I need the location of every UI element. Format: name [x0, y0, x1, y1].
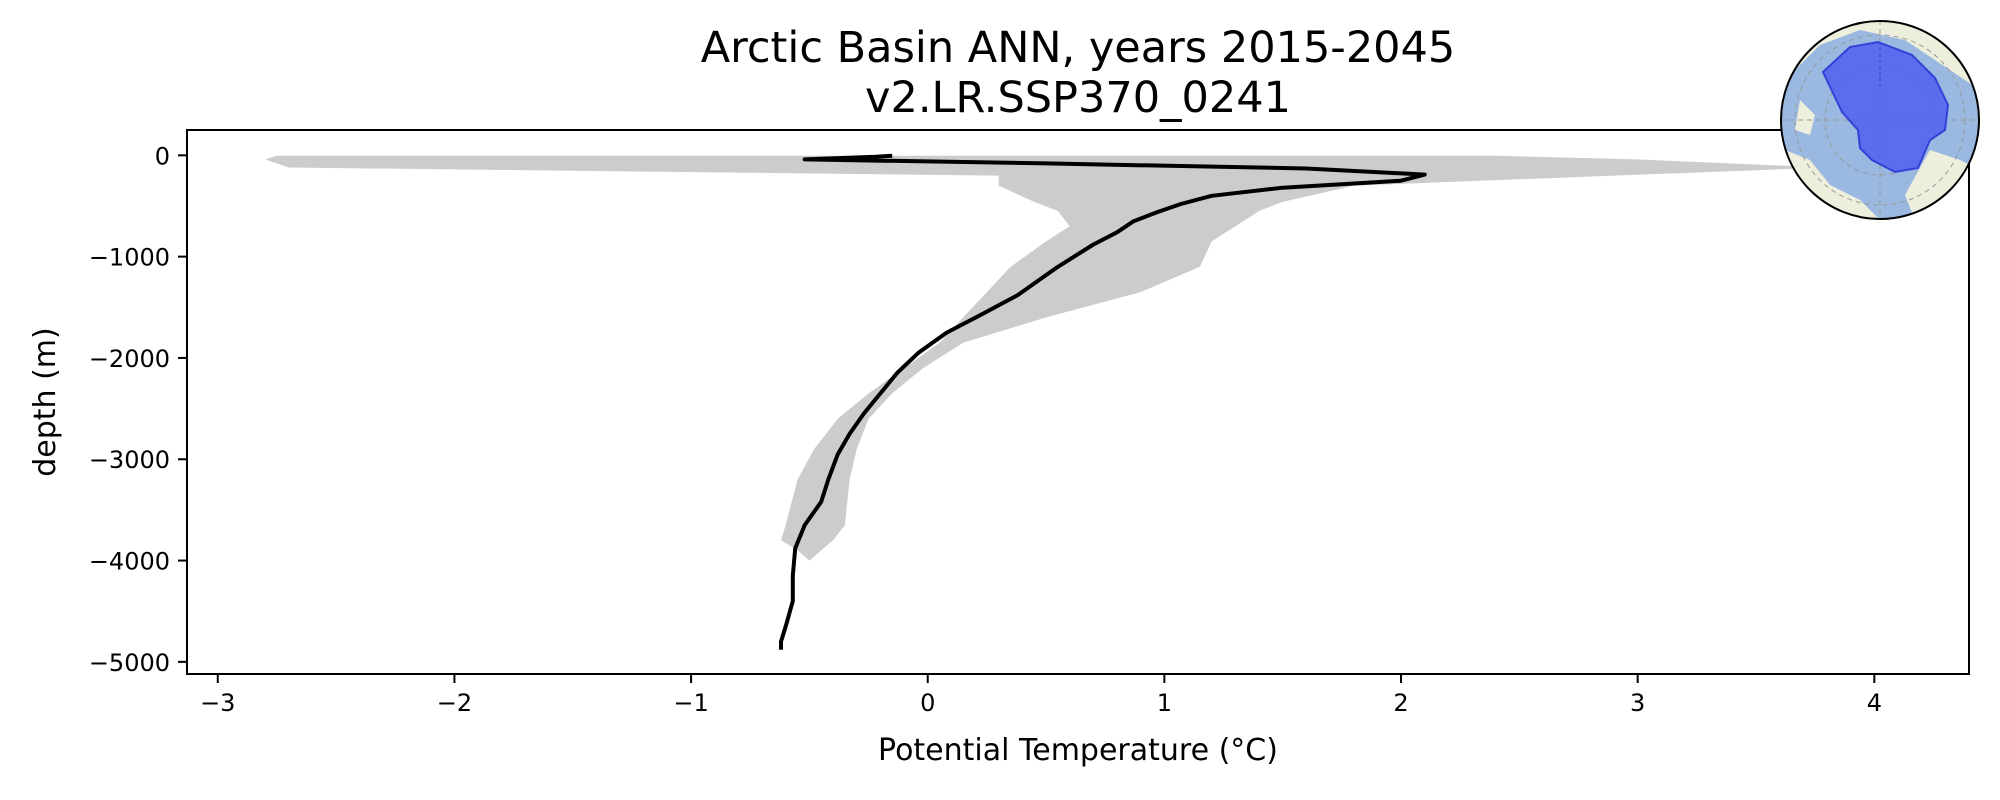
y-tick-label: −5000: [89, 649, 170, 677]
y-axis-label: depth (m): [28, 327, 63, 477]
profile-line: [779, 153, 1427, 650]
arctic-polar-map-icon: [1780, 20, 1980, 220]
x-tick-label: −1: [673, 689, 708, 717]
chart-title: Arctic Basin ANN, years 2015-2045: [701, 23, 1456, 73]
y-tick-label: −4000: [89, 548, 170, 576]
chart-subtitle: v2.LR.SSP370_0241: [865, 73, 1291, 123]
y-tick-label: −3000: [89, 446, 170, 474]
y-tick-label: −2000: [89, 345, 170, 373]
spread-band: [265, 155, 1828, 561]
y-tick-label: 0: [155, 142, 170, 170]
x-tick-label: −3: [200, 689, 235, 717]
y-tick-label: −1000: [89, 244, 170, 272]
y-axis: 0 −1000 −2000 −3000 −4000 −5000: [89, 142, 187, 677]
x-axis: −3 −2 −1 0 1 2 3 4: [200, 674, 1882, 717]
x-tick-label: −2: [437, 689, 472, 717]
x-tick-label: 3: [1630, 689, 1645, 717]
x-tick-label: 0: [920, 689, 935, 717]
x-tick-label: 4: [1867, 689, 1882, 717]
x-axis-label: Potential Temperature (°C): [878, 733, 1278, 768]
plot-frame: [186, 129, 1970, 675]
x-tick-label: 1: [1157, 689, 1172, 717]
x-tick-label: 2: [1393, 689, 1408, 717]
